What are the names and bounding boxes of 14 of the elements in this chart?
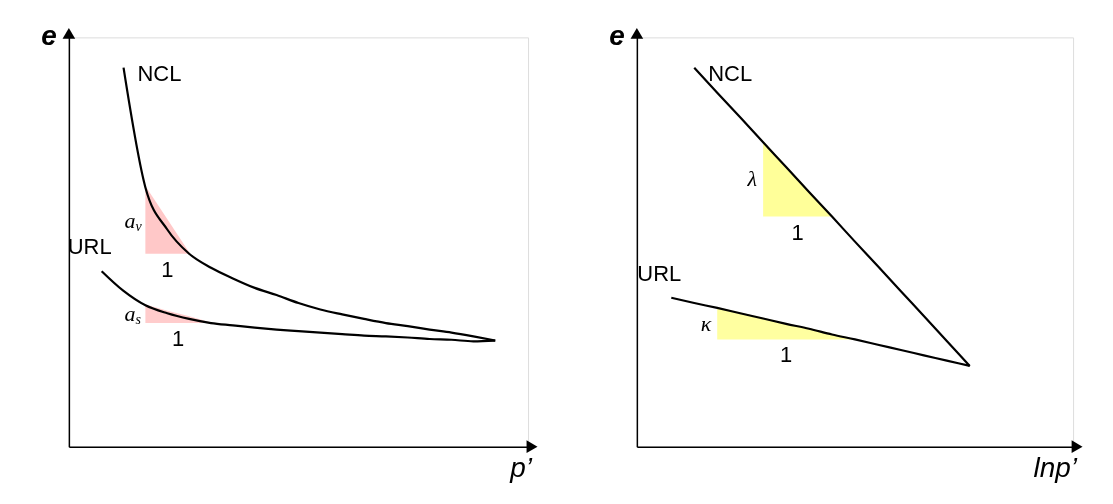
annotation: 1: [779, 342, 793, 368]
x-axis-title: lnp’: [1033, 451, 1078, 483]
series-label: NCL: [708, 60, 753, 86]
series-label: λ: [746, 166, 758, 192]
series-label: URL: [67, 234, 112, 260]
annotation: 1: [791, 219, 804, 245]
annotation: 1: [172, 326, 185, 352]
y-axis-title: e: [609, 20, 625, 52]
series-label: URL: [637, 260, 682, 286]
series-label: κ: [700, 310, 712, 336]
y-axis-title: e: [41, 20, 57, 52]
series-label: NCL: [137, 60, 182, 86]
x-axis-title: p’: [509, 451, 533, 483]
annotation: 1: [161, 256, 174, 282]
